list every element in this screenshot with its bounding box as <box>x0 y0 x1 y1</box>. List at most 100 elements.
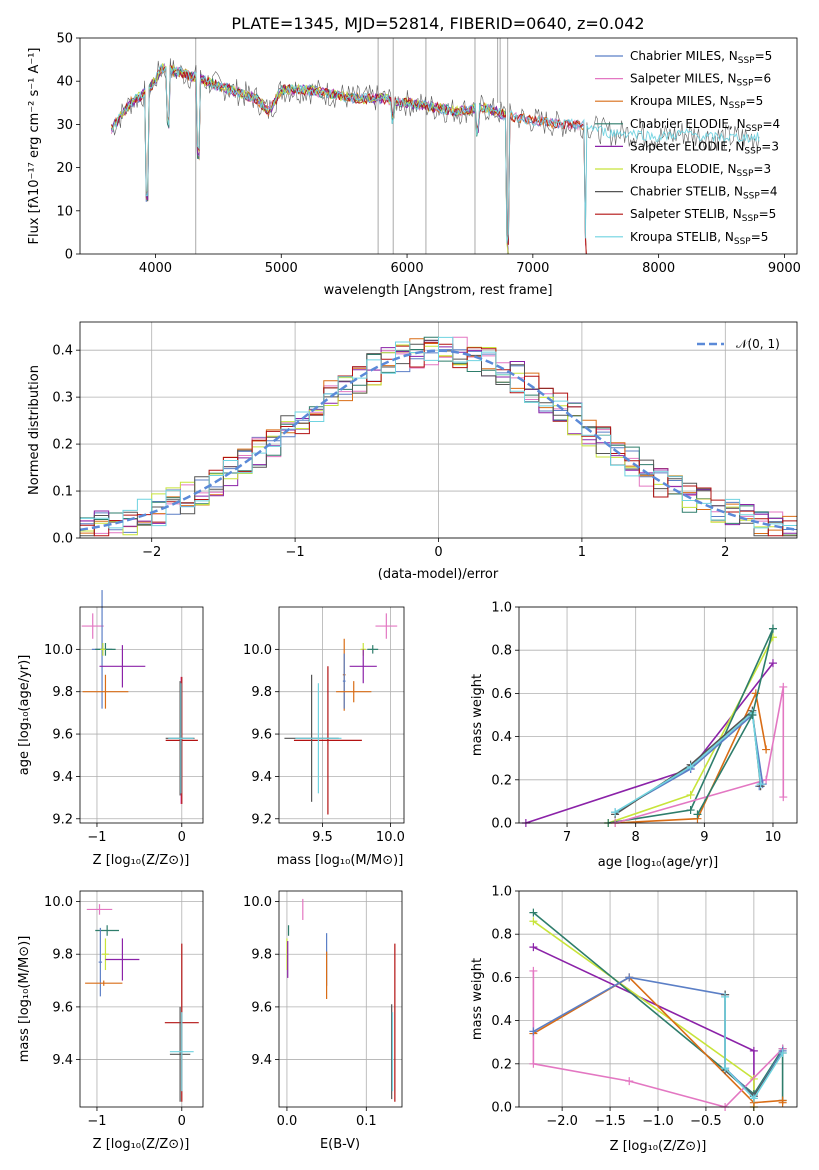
y-tick-label: 0 <box>65 248 73 263</box>
y-tick-label: 9.4 <box>52 1053 73 1068</box>
mass-vs-z-ticks: −1 0 9.4 9.6 9.8 10.0 <box>44 895 186 1129</box>
mass-vs-z-ylabel: mass [log₁₀(M/M⊙)] <box>17 936 32 1063</box>
data-point <box>99 645 146 688</box>
x-tick-label: 2 <box>721 545 729 560</box>
weight-point-marker <box>686 790 695 799</box>
residual-xlabel: (data-model)/error <box>378 567 499 582</box>
x-tick-label: 7 <box>563 830 571 845</box>
age-vs-mass-marks <box>284 613 398 815</box>
weight-point-marker <box>779 793 788 802</box>
x-tick-label: 0 <box>434 545 442 560</box>
legend-entry-subscript: SSP <box>737 79 754 89</box>
legend-entry-subscript: SSP <box>738 56 755 66</box>
legend-entry-count: =5 <box>755 49 773 63</box>
residual-ylabel: Normed distribution <box>27 365 42 495</box>
residual-ticks: −2 −1 0 1 2 0.0 0.1 0.2 0.3 0.4 <box>52 344 729 560</box>
data-point <box>102 938 109 971</box>
histogram-kroupa-stelib <box>80 336 797 529</box>
age-vs-z-xlabel: Z [log₁₀(Z/Z⊙)] <box>93 853 190 868</box>
y-tick-label: 0.6 <box>491 687 512 702</box>
legend-entry-name: Salpeter ELODIE, N <box>630 139 744 153</box>
x-tick-label: 10 <box>765 830 782 845</box>
spectrum-title: PLATE=1345, MJD=52814, FIBERID=0640, z=0… <box>231 14 644 33</box>
y-tick-label: 10.0 <box>44 643 73 658</box>
mass-vs-ebv-xlabel: E(B-V) <box>320 1137 360 1152</box>
x-tick-label: 5000 <box>265 261 298 276</box>
legend-entry-name: Chabrier ELODIE, N <box>630 117 746 131</box>
weight-point-marker <box>768 624 777 633</box>
mass-vs-ebv-grid <box>279 891 402 1107</box>
weight-point-marker <box>693 810 702 819</box>
data-point <box>336 681 372 703</box>
weight-point-marker <box>686 762 695 771</box>
y-tick-label: 9.8 <box>251 685 272 700</box>
weight-series-chabrier-elodie <box>532 911 784 1101</box>
y-tick-label: 0.1 <box>52 485 73 500</box>
legend-entry: Salpeter ELODIE, NSSP=3 <box>630 139 779 156</box>
weight-point-marker <box>749 1046 758 1055</box>
spectrum-line-chabrier-stelib <box>111 58 760 246</box>
data-point <box>349 649 377 684</box>
legend-entry-subscript: SSP <box>746 124 763 134</box>
mass-vs-z-marks <box>85 904 199 1102</box>
weight-point-marker <box>625 973 634 982</box>
data-point <box>95 925 120 936</box>
data-point <box>342 653 346 709</box>
age-vs-mass-frame <box>278 606 405 824</box>
legend-entry: Chabrier MILES, NSSP=5 <box>630 49 772 66</box>
y-tick-label: 9.2 <box>52 812 73 827</box>
x-tick-label: 0 <box>178 830 186 845</box>
data-point <box>98 927 103 997</box>
x-tick-label: 6000 <box>391 261 424 276</box>
x-tick-label: 1 <box>578 545 586 560</box>
y-tick-label: 0.0 <box>491 817 512 832</box>
y-tick-label: 0.2 <box>491 773 512 788</box>
spectrum-marks <box>110 38 760 255</box>
mass-vs-ebv-ticks: 0.0 0.1 9.4 9.6 9.8 10.0 <box>243 895 377 1129</box>
weight-vs-age-marks <box>521 624 788 827</box>
legend-entry-subscript: SSP <box>729 101 746 111</box>
legend-entry-count: =5 <box>759 207 777 221</box>
normal-legend-label: 𝒩(0, 1) <box>736 337 780 351</box>
weight-point-marker <box>529 943 538 952</box>
x-tick-label: −1 <box>286 545 305 560</box>
legend-entry: Chabrier ELODIE, NSSP=4 <box>630 117 780 134</box>
y-tick-label: 10 <box>56 204 73 219</box>
age-vs-z-ticks: −1 0 9.2 9.4 9.6 9.8 10.0 <box>44 643 186 845</box>
weight-point-marker <box>751 689 760 698</box>
x-tick-label: 9 <box>700 830 708 845</box>
weight-vs-z-panel: −2.0 −1.5 −1.0 −0.5 0.0 0.0 0.2 0.4 0.6 0.8 1.0 Z … <box>470 885 798 1154</box>
weight-vs-age-panel: 7 8 9 10 0.0 0.2 0.4 0.6 0.8 1.0 age [log₁₀(age/y… <box>470 601 798 870</box>
mass-vs-z-panel: −1 0 9.4 9.6 9.8 10.0 Z [log₁₀(Z/Z⊙)] mass [l… <box>17 890 204 1152</box>
x-tick-label: 7000 <box>516 261 549 276</box>
age-vs-mass-xlabel: mass [log₁₀(M/M⊙)] <box>277 853 404 868</box>
legend-entry: Salpeter MILES, NSSP=6 <box>630 72 771 89</box>
spectrum-line-kroupa-stelib <box>111 63 760 244</box>
x-tick-label: −1.0 <box>642 1114 674 1129</box>
data-point <box>86 904 113 915</box>
legend-entry-count: =5 <box>751 230 769 244</box>
weight-series-kroupa-miles <box>615 690 767 824</box>
weight-point-marker <box>686 806 695 815</box>
x-tick-label: 0.0 <box>744 1114 765 1129</box>
weight-point-marker <box>779 682 788 691</box>
weight-point-marker <box>529 1059 538 1068</box>
weight-point-marker <box>756 780 765 789</box>
weight-point-marker <box>748 711 757 719</box>
residual-marks <box>79 336 798 537</box>
data-point <box>169 1006 191 1102</box>
y-tick-label: 9.4 <box>251 1053 272 1068</box>
x-tick-label: −2 <box>142 545 161 560</box>
legend-entry-subscript: SSP <box>737 169 754 179</box>
y-tick-label: 0.8 <box>491 928 512 943</box>
legend-entry: Kroupa STELIB, NSSP=5 <box>630 230 768 247</box>
y-tick-label: 40 <box>56 75 73 90</box>
x-tick-label: 0 <box>178 1114 186 1129</box>
weight-point-marker <box>529 917 538 926</box>
weight-vs-z-xlabel: Z [log₁₀(Z/Z⊙)] <box>610 1139 707 1154</box>
legend-entry-name: Salpeter STELIB, N <box>630 207 742 221</box>
legend-entry-count: =6 <box>753 72 771 86</box>
data-point <box>81 613 104 639</box>
x-tick-label: 8000 <box>642 261 675 276</box>
